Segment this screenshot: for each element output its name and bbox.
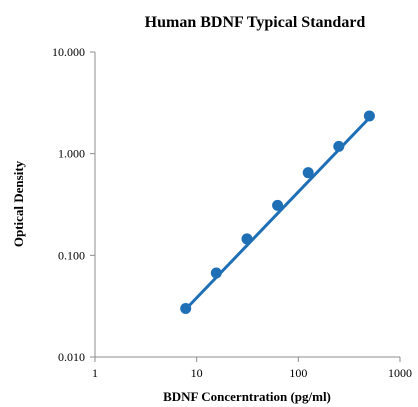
y-tick-label: 1.000 [58,147,85,161]
x-axis-ticks: 1 10 100 1000 [92,357,412,380]
data-point [272,199,284,211]
y-tick-label: 0.100 [58,248,85,262]
data-point [210,267,222,279]
y-axis-title: Optical Density [11,160,26,247]
chart-title: Human BDNF Typical Standard [145,14,366,31]
x-tick-label: 10 [191,366,203,380]
data-point [333,140,345,152]
x-tick-label: 1000 [388,366,412,380]
data-point [363,110,375,122]
x-tick-label: 100 [289,366,307,380]
x-axis-title: BDNF Concerntration (pg/ml) [163,389,331,404]
y-axis-ticks: 0.010 0.100 1.000 10.000 [52,45,95,364]
data-point [180,302,192,314]
data-point [241,233,253,245]
data-point [302,167,314,179]
plot-series [180,110,375,314]
y-tick-label: 0.010 [58,350,85,364]
x-tick-label: 1 [92,366,98,380]
y-tick-label: 10.000 [52,45,85,59]
